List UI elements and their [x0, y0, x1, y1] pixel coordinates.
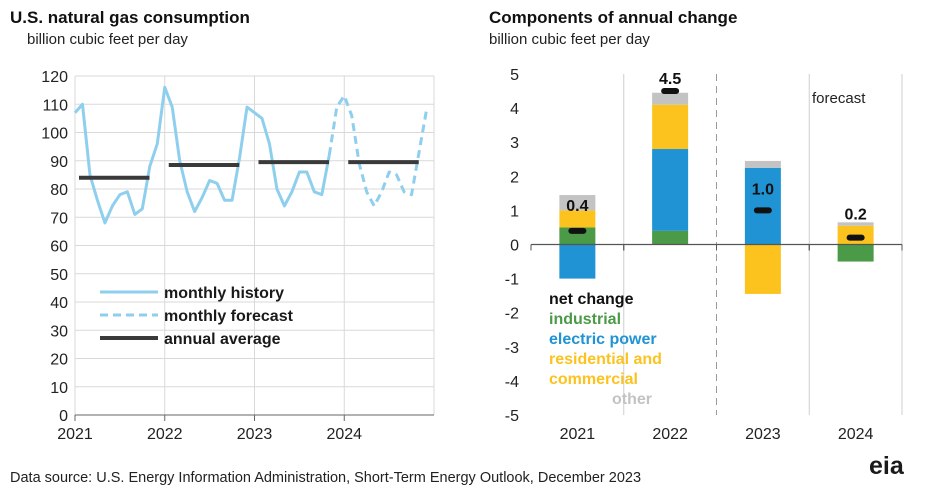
y-tick-label: 110	[42, 97, 68, 114]
bar-segment-industrial	[559, 227, 596, 245]
legend-label: monthly history	[164, 285, 284, 302]
legend-label: other	[612, 391, 652, 408]
annual-change-bar-chart: -5 -4 -3 -2 -1 0 1 2 3 4 5 2021 2022 2023 2024 0.4 4.5 1.…	[505, 67, 903, 443]
y-tick-label: -1	[505, 272, 519, 289]
legend-label: net change	[549, 291, 634, 308]
x-tick-label: 2023	[745, 426, 781, 443]
y-tick-label: 3	[510, 135, 519, 152]
x-tick-label: 2024	[838, 426, 874, 443]
y-tick-label: -5	[505, 408, 519, 425]
legend-label: commercial	[549, 371, 638, 388]
legend-label: residential and	[549, 351, 662, 368]
net-change-label: 4.5	[659, 71, 681, 88]
y-tick-label: 1	[510, 203, 519, 220]
bar-segment-electric-power	[744, 167, 781, 245]
legend-label: industrial	[549, 311, 621, 328]
left-chart-subtitle: billion cubic feet per day	[27, 31, 188, 48]
bar-segment-other	[652, 92, 689, 105]
monthly-history-line	[73, 85, 331, 225]
y-tick-label: 0	[59, 408, 68, 425]
forecast-label: forecast	[812, 90, 866, 107]
y-tick-label: 10	[50, 380, 68, 397]
y-tick-label: 120	[41, 69, 68, 86]
bar-segment-other	[744, 160, 781, 168]
y-tick-label: 80	[50, 182, 68, 199]
y-tick-label: 30	[50, 323, 68, 340]
left-chart-title: U.S. natural gas consumption	[10, 8, 250, 27]
monthly-forecast-line	[327, 94, 428, 208]
x-tick-label: 2023	[237, 426, 273, 443]
y-tick-label: 50	[50, 267, 68, 284]
y-tick-label: -4	[505, 374, 519, 391]
y-tick-label: -3	[505, 340, 519, 357]
x-tick-label: 2024	[326, 426, 362, 443]
legend-label: electric power	[549, 331, 657, 348]
y-tick-label: 100	[41, 126, 68, 143]
y-tick-label: 70	[50, 210, 68, 227]
bar-segment-residential-and-commercial	[744, 244, 781, 294]
consumption-line-chart: 0 10 20 30 40 50 60 70 80 90 100 110 120 2021 2022 2023…	[41, 69, 435, 443]
net-change-label: 1.0	[752, 181, 774, 198]
x-tick-label: 2021	[560, 426, 596, 443]
y-tick-label: 90	[50, 154, 68, 171]
eia-logo: eia	[869, 452, 904, 480]
y-tick-label: 20	[50, 352, 68, 369]
y-tick-label: 2	[510, 169, 519, 186]
data-source-note: Data source: U.S. Energy Information Adm…	[10, 470, 642, 486]
right-chart-subtitle: billion cubic feet per day	[489, 31, 650, 48]
bar-segment-residential-and-commercial	[652, 104, 689, 150]
bar-segment-electric-power	[652, 149, 689, 231]
y-tick-label: 40	[50, 295, 68, 312]
net-change-label: 0.4	[566, 198, 588, 215]
y-tick-label: 60	[50, 239, 68, 256]
bar-segment-industrial	[837, 244, 874, 262]
bar-segment-other	[837, 222, 874, 226]
x-tick-label: 2021	[57, 426, 93, 443]
bar-segment-other	[559, 195, 596, 211]
x-tick-label: 2022	[652, 426, 688, 443]
legend-label: monthly forecast	[164, 308, 294, 325]
x-tick-label: 2022	[147, 426, 183, 443]
bar-segment-residential-and-commercial	[559, 210, 596, 228]
y-tick-label: -2	[505, 306, 519, 323]
y-tick-label: 4	[510, 101, 519, 118]
y-tick-label: 5	[510, 67, 519, 84]
y-tick-label: 0	[510, 238, 519, 255]
right-chart-title: Components of annual change	[489, 8, 738, 27]
net-change-label: 0.2	[845, 206, 867, 223]
legend-label: annual average	[164, 331, 281, 348]
bar-segment-electric-power	[559, 244, 596, 279]
bar-segment-industrial	[652, 230, 689, 245]
